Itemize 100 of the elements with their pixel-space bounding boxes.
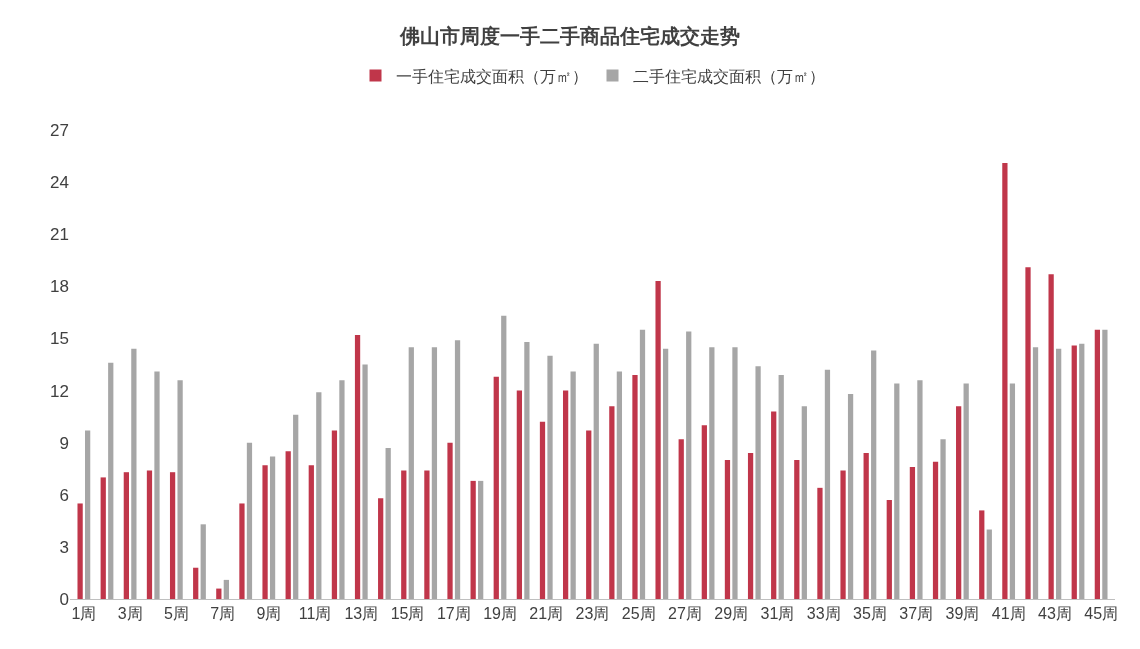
bar: [771, 411, 777, 599]
bar: [123, 472, 129, 599]
bar: [1025, 267, 1031, 599]
bar: [378, 498, 384, 599]
x-tick-label: 1周: [71, 605, 97, 623]
x-tick-label: 7周: [210, 605, 236, 623]
bar: [979, 510, 985, 599]
bar: [470, 480, 476, 599]
bar: [424, 470, 430, 599]
bar: [1102, 329, 1108, 599]
y-tick-label: 12: [50, 381, 69, 401]
bar: [478, 480, 484, 599]
bar: [940, 439, 946, 599]
bar: [493, 376, 499, 599]
x-tick-label: 39周: [945, 605, 980, 623]
bar: [863, 453, 869, 599]
bar: [177, 380, 183, 599]
bar: [539, 421, 546, 599]
bar: [632, 374, 638, 599]
bar: [686, 331, 692, 599]
bar: [778, 374, 784, 599]
bar: [755, 366, 761, 599]
bar: [246, 442, 253, 599]
bar: [609, 406, 615, 599]
bar: [840, 470, 846, 599]
x-tick-label: 15周: [390, 605, 425, 623]
bar: [239, 503, 245, 599]
bar: [146, 470, 153, 599]
x-tick-label: 29周: [714, 605, 749, 623]
bar: [401, 470, 407, 599]
legend-label: 二手住宅成交面积（万㎡）: [632, 67, 825, 85]
bar: [200, 524, 206, 599]
bar: [154, 371, 160, 599]
y-tick-label: 15: [50, 329, 69, 349]
x-tick-label: 11周: [298, 605, 332, 623]
bar: [501, 315, 507, 599]
bar: [824, 369, 831, 599]
bar: [408, 347, 414, 599]
bar: [724, 460, 731, 599]
bar: [131, 348, 137, 599]
bar: [354, 334, 361, 599]
y-tick-label: 6: [59, 485, 69, 505]
bar: [709, 347, 715, 599]
bar: [516, 390, 523, 599]
bar: [655, 281, 661, 599]
bar: [293, 414, 299, 599]
bar: [331, 430, 338, 599]
bar: [917, 380, 923, 599]
bar: [1071, 345, 1077, 599]
y-tick-label: 0: [59, 589, 69, 609]
bar: [285, 451, 291, 599]
bar: [262, 465, 268, 599]
bar: [316, 392, 322, 599]
bar: [1094, 329, 1100, 599]
y-tick-label: 27: [50, 120, 69, 140]
x-tick-label: 13周: [344, 605, 379, 623]
bar: [956, 406, 962, 599]
y-tick-label: 24: [50, 173, 69, 193]
bar: [223, 579, 229, 599]
bar: [100, 477, 106, 599]
bar: [817, 487, 823, 599]
x-tick-label: 41周: [991, 605, 1026, 623]
x-tick-label: 31周: [760, 605, 795, 623]
x-tick-label: 43周: [1037, 605, 1072, 623]
x-tick-label: 33周: [806, 605, 841, 623]
bar: [1079, 343, 1085, 599]
bar: [886, 499, 892, 599]
bar: [894, 383, 900, 599]
bar: [108, 362, 114, 599]
y-tick-label: 9: [59, 433, 69, 453]
bar: [85, 430, 91, 599]
y-tick-label: 3: [59, 537, 69, 557]
bar: [447, 442, 453, 599]
bar: [431, 347, 438, 599]
bar: [77, 503, 83, 599]
chart-title: 佛山市周度一手二手商品住宅成交走势: [399, 25, 740, 48]
x-tick-label: 9周: [256, 605, 282, 623]
bar: [562, 390, 569, 599]
bar: [362, 364, 368, 599]
bar: [570, 371, 576, 599]
bar: [678, 439, 684, 599]
x-tick-label: 27周: [668, 605, 702, 623]
bar: [986, 529, 992, 599]
y-tick-label: 21: [50, 225, 69, 245]
y-tick-label: 18: [50, 277, 69, 297]
bar: [193, 567, 199, 599]
bar: [1048, 274, 1054, 599]
bar: [794, 460, 800, 599]
bar: [747, 453, 754, 599]
x-tick-label: 19周: [483, 605, 517, 623]
bar: [385, 447, 391, 599]
bar: [524, 341, 530, 599]
bar: [1056, 348, 1062, 599]
bar: [269, 456, 276, 599]
legend-label: 一手住宅成交面积（万㎡）: [395, 67, 588, 85]
bar: [801, 406, 807, 599]
x-tick-label: 21周: [529, 605, 564, 623]
bar: [169, 472, 176, 599]
bar: [963, 383, 969, 599]
bar: [639, 329, 646, 599]
